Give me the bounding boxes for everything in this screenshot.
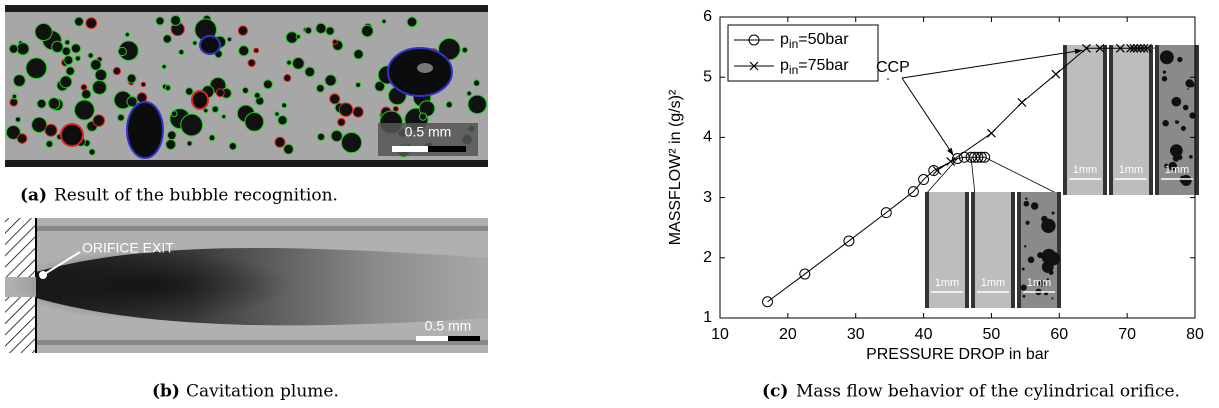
inset-photo <box>1155 45 1199 195</box>
scale-bar <box>448 336 480 341</box>
inset-scale-label: 1mm <box>935 277 959 289</box>
arrow-head <box>947 147 954 156</box>
legend-label: pin=50bar <box>780 31 849 51</box>
data-point <box>946 157 956 166</box>
y-axis-label: MASSFLOW² in (g/s)² <box>667 89 684 245</box>
scale-bar <box>392 146 428 152</box>
x-tick-label: 30 <box>847 326 865 343</box>
data-point <box>749 61 759 71</box>
inset-scale-label: 1mm <box>981 277 1005 289</box>
legend-box <box>727 24 879 82</box>
inset-scale-label: 1mm <box>1073 164 1097 176</box>
data-point <box>1017 98 1027 107</box>
x-tick-label: 40 <box>915 326 933 343</box>
chart: 1mm 1mm 1mm 1mm 1mm 1mm 10 20 30 40 50 60 70 80 1 2 3 4 5 6… <box>667 8 1204 363</box>
data-point <box>1115 43 1125 53</box>
x-tick-label: 20 <box>779 326 797 343</box>
inset-photo <box>1109 45 1153 195</box>
caption-label: (c) <box>762 382 788 402</box>
data-point <box>952 152 963 164</box>
data-point <box>1082 43 1091 53</box>
plume-image <box>5 218 488 353</box>
data-point <box>799 268 811 280</box>
data-point <box>748 34 760 46</box>
caption: Result of the bubble recognition. <box>54 186 338 206</box>
annotation-arrow <box>901 49 1083 79</box>
data-point <box>1095 43 1105 53</box>
data-point <box>975 151 987 163</box>
caption: Mass flow behavior of the cylindrical or… <box>796 382 1180 402</box>
data-point <box>843 235 855 247</box>
inset-photo <box>971 192 1015 308</box>
data-point <box>932 166 942 175</box>
data-point <box>1051 69 1061 79</box>
legend-label: pin=75bar <box>780 57 849 77</box>
bubble-image <box>5 5 488 167</box>
scale-bar <box>428 146 466 152</box>
caption: Cavitation plume. <box>186 382 339 402</box>
data-point <box>972 151 984 163</box>
caption-label: (a) <box>20 186 47 206</box>
data-point <box>1136 43 1146 53</box>
plot-frame <box>719 16 1196 319</box>
scale-bar <box>416 336 448 341</box>
inset-scale-label: 1mm <box>1119 164 1143 176</box>
data-point <box>918 174 930 186</box>
scale-label: 0.5 mm <box>405 124 452 140</box>
data-point <box>979 151 991 163</box>
y-tick-label: 3 <box>703 189 712 206</box>
arrow-head <box>1074 48 1083 55</box>
data-point <box>907 186 919 198</box>
y-tick-label: 2 <box>703 249 712 266</box>
x-tick-label: 60 <box>1050 326 1068 343</box>
annotation: ORIFICE EXIT <box>82 240 174 256</box>
data-point <box>1129 43 1139 53</box>
y-tick-label: 4 <box>703 129 712 146</box>
data-point <box>880 207 892 219</box>
x-tick-label: 80 <box>1186 326 1204 343</box>
annotation-arrow <box>901 77 954 156</box>
caption-label: (b) <box>152 382 180 402</box>
data-point <box>928 165 940 177</box>
inset-scale-label: 1mm <box>1027 277 1051 289</box>
y-tick-label: 5 <box>703 68 712 85</box>
x-tick-label: 50 <box>983 326 1001 343</box>
scale-label: 0.5 mm <box>425 318 472 334</box>
data-point <box>1139 43 1149 53</box>
data-point <box>762 296 773 308</box>
inset-photo <box>1017 192 1061 308</box>
y-tick-label: 6 <box>703 8 712 25</box>
x-axis-label: PRESSURE DROP in bar <box>866 346 1050 363</box>
data-point <box>987 128 996 138</box>
inset-photo <box>1063 45 1107 195</box>
inset-scale-label: 1mm <box>1165 164 1189 176</box>
y-tick-label: 1 <box>703 309 712 326</box>
inset-photo <box>925 192 969 308</box>
x-tick-label: 10 <box>711 326 729 343</box>
annotation: CCP <box>876 59 910 76</box>
data-point <box>1143 43 1152 53</box>
data-point <box>1132 43 1142 53</box>
data-point <box>1126 43 1135 53</box>
x-tick-label: 70 <box>1118 326 1136 343</box>
